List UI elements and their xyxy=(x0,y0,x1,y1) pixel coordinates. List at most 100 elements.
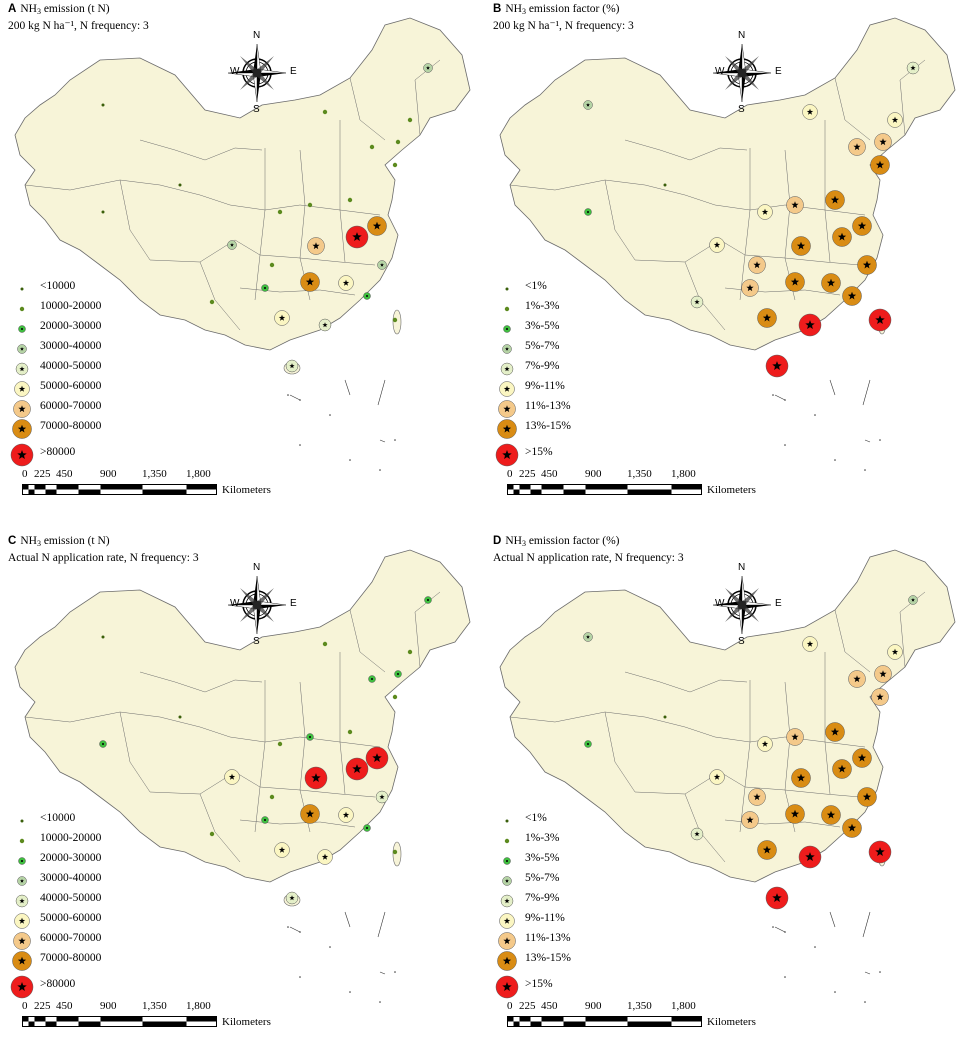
province-symbol xyxy=(306,733,314,741)
province-symbol xyxy=(857,787,877,807)
province-symbol xyxy=(757,736,773,752)
legend-label: >80000 xyxy=(40,446,76,458)
legend-symbol xyxy=(14,381,30,397)
province-border xyxy=(824,120,831,263)
compass-icon xyxy=(227,575,287,635)
legend-label: 1%-3% xyxy=(525,832,560,844)
compass-letter-e: E xyxy=(775,598,782,609)
compass-letter-s: S xyxy=(738,104,745,115)
province-symbol xyxy=(304,766,328,790)
compass-letter-e: E xyxy=(290,598,297,609)
legend-label: 13%-15% xyxy=(525,952,571,964)
panel-title: B NH3 emission factor (%) 200 kg N ha⁻¹, … xyxy=(493,3,634,32)
scale-tick-label: 1,800 xyxy=(671,468,696,480)
province-symbol xyxy=(423,63,433,73)
province-symbol xyxy=(345,225,369,249)
province-symbol xyxy=(369,144,375,150)
scale-tick-label: 225 xyxy=(34,1000,51,1012)
province-symbol xyxy=(802,104,818,120)
province-border xyxy=(119,711,236,795)
sea-island xyxy=(379,469,381,471)
province-symbol xyxy=(709,237,725,253)
compass-letter-s: S xyxy=(738,636,745,647)
legend-symbol xyxy=(498,400,516,418)
taiwan-island xyxy=(392,309,402,335)
province-symbol xyxy=(407,117,413,123)
scale-tick-label: 225 xyxy=(519,1000,536,1012)
province-symbol xyxy=(224,769,240,785)
province-symbol xyxy=(101,210,105,214)
scale-tick-label: 0 xyxy=(22,1000,28,1012)
province-symbol xyxy=(906,61,920,75)
scale-tick-label: 900 xyxy=(585,468,602,480)
province-symbol xyxy=(261,284,269,292)
province-symbol xyxy=(874,133,892,151)
province-border xyxy=(199,726,381,748)
legend-marker xyxy=(504,838,510,844)
compass-letter-s: S xyxy=(253,104,260,115)
legend-label: 11%-13% xyxy=(525,400,571,412)
province-symbol xyxy=(392,849,398,855)
province-symbol xyxy=(367,216,387,236)
legend-marker xyxy=(497,419,517,439)
legend-symbol xyxy=(502,876,512,886)
province-symbol xyxy=(318,318,332,332)
compass-icon xyxy=(712,575,772,635)
province-symbol xyxy=(825,722,845,742)
compass-letter-e: E xyxy=(775,66,782,77)
legend-label: 10000-20000 xyxy=(40,832,102,844)
scale-tick-label: 225 xyxy=(34,468,51,480)
province-symbol xyxy=(832,759,852,779)
compass-letter-n: N xyxy=(253,30,261,41)
legend-symbol xyxy=(13,932,31,950)
province-symbol xyxy=(583,100,593,110)
legend-symbol xyxy=(20,287,24,291)
legend-symbol xyxy=(497,951,517,971)
legend-symbol xyxy=(504,838,510,844)
legend-symbol xyxy=(19,838,25,844)
legend-marker xyxy=(505,287,509,291)
legend-marker xyxy=(12,419,32,439)
province-symbol xyxy=(741,279,759,297)
legend-label: 7%-9% xyxy=(525,892,560,904)
sea-island xyxy=(879,971,881,973)
province-symbol xyxy=(261,816,269,824)
province-symbol xyxy=(798,313,822,337)
sea-island xyxy=(299,976,301,978)
province-symbol xyxy=(365,746,389,770)
legend-symbol xyxy=(503,325,511,333)
legend-symbol xyxy=(15,894,29,908)
province-symbol xyxy=(392,162,398,168)
scale-tick-label: 1,350 xyxy=(627,1000,652,1012)
compass-letter-n: N xyxy=(738,562,746,573)
province-symbol xyxy=(395,139,401,145)
province-border xyxy=(339,652,346,795)
boundary-dash xyxy=(289,911,386,975)
legend-symbol xyxy=(19,306,25,312)
sea-island xyxy=(784,976,786,978)
province-symbol xyxy=(345,757,369,781)
legend-label: >15% xyxy=(525,446,553,458)
province-border xyxy=(339,120,346,263)
legend-symbol xyxy=(12,419,32,439)
province-border xyxy=(199,793,241,863)
legend-marker xyxy=(20,287,24,291)
province-symbol xyxy=(99,740,107,748)
sea-island xyxy=(772,394,774,396)
legend-marker xyxy=(500,362,514,376)
province-symbol xyxy=(363,292,371,300)
province-border xyxy=(604,179,721,263)
sea-island xyxy=(299,444,301,446)
legend-symbol xyxy=(498,932,516,950)
legend-label: 40000-50000 xyxy=(40,892,102,904)
sea-island xyxy=(814,414,816,416)
province-border xyxy=(254,680,266,833)
province-symbol xyxy=(874,665,892,683)
legend-marker xyxy=(497,951,517,971)
province-symbol xyxy=(269,794,275,800)
sea-island xyxy=(329,946,331,948)
legend-marker xyxy=(504,306,510,312)
legend-marker xyxy=(19,306,25,312)
legend-marker xyxy=(505,819,509,823)
province-symbol xyxy=(407,649,413,655)
